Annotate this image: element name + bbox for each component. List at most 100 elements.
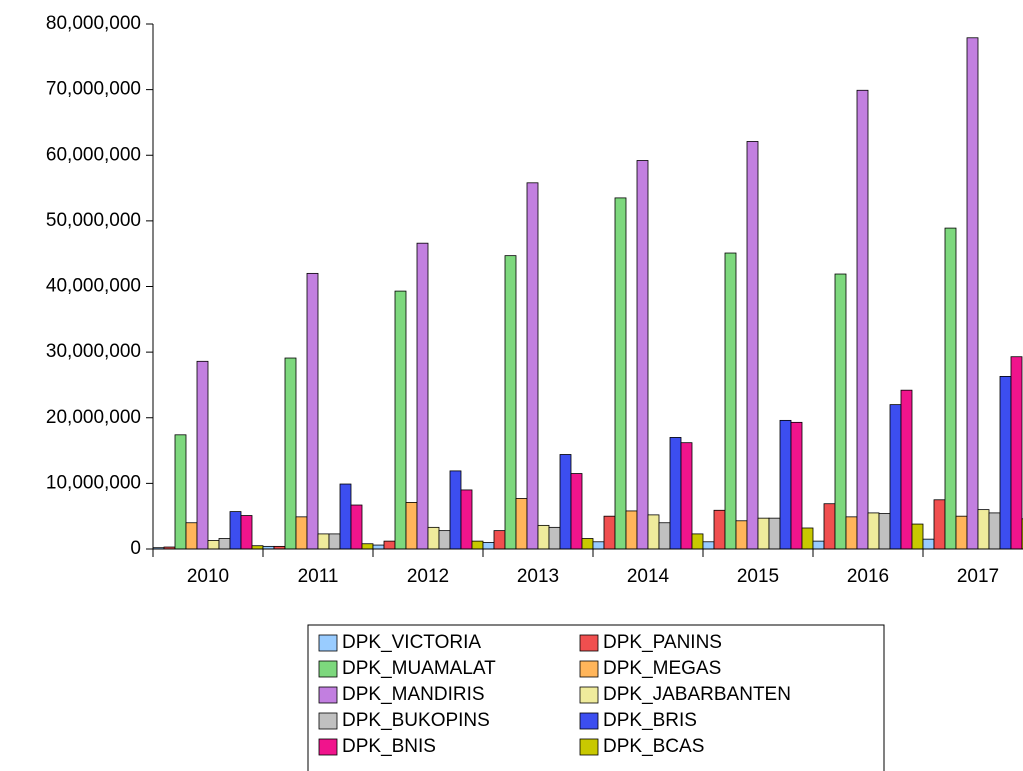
x-tick-label: 2014	[627, 566, 670, 587]
bar	[372, 544, 385, 550]
bar	[702, 541, 715, 550]
bar	[933, 499, 946, 550]
bar	[174, 434, 187, 550]
legend-label: DPK_BUKOPINS	[342, 710, 490, 731]
bar	[779, 419, 792, 550]
bar	[394, 290, 407, 550]
bar	[361, 543, 374, 550]
bar	[592, 541, 605, 550]
bar	[900, 389, 913, 550]
bar	[691, 533, 704, 550]
x-tick-label: 2013	[517, 566, 559, 587]
bar	[405, 502, 418, 550]
legend-label: DPK_BRIS	[603, 710, 697, 731]
bar	[438, 530, 451, 550]
bar	[196, 360, 209, 550]
bar	[790, 421, 803, 550]
bar	[350, 504, 363, 550]
bar	[724, 252, 737, 550]
y-tick-label: 60,000,000	[46, 144, 141, 165]
bar	[944, 227, 957, 550]
bar	[878, 513, 891, 550]
bar	[559, 454, 572, 550]
y-tick-label: 80,000,000	[46, 13, 141, 34]
bar	[493, 530, 506, 550]
bar	[658, 522, 671, 550]
bar	[834, 273, 847, 550]
bar	[427, 526, 440, 550]
bar	[317, 533, 330, 550]
bar	[955, 515, 968, 550]
legend-swatch	[579, 634, 599, 652]
bar	[328, 533, 341, 550]
bar	[416, 242, 429, 550]
bar	[207, 540, 220, 550]
bar	[669, 437, 682, 550]
bar	[218, 538, 231, 550]
legend-label: DPK_BNIS	[342, 736, 436, 757]
legend-swatch	[579, 738, 599, 756]
bar	[636, 160, 649, 550]
bar	[867, 512, 880, 550]
legend-swatch	[318, 738, 338, 756]
y-tick-label: 30,000,000	[46, 341, 141, 362]
bar	[977, 509, 990, 550]
bar	[647, 514, 660, 550]
bar	[922, 538, 935, 550]
y-tick-label: 0	[130, 538, 141, 559]
x-tick-label: 2015	[737, 566, 779, 587]
x-tick-label: 2011	[298, 566, 339, 587]
bar	[185, 522, 198, 550]
bar	[911, 523, 924, 550]
legend-swatch	[579, 686, 599, 704]
x-tick-label: 2016	[847, 566, 889, 587]
bar	[383, 540, 396, 550]
bar	[570, 473, 583, 550]
bar	[812, 540, 825, 550]
bar	[746, 141, 759, 550]
x-tick-label: 2010	[187, 566, 229, 587]
bar	[548, 526, 561, 550]
bar	[625, 510, 638, 550]
bar	[229, 511, 242, 550]
bar	[449, 470, 462, 550]
legend-swatch	[579, 660, 599, 678]
bar	[999, 376, 1012, 550]
y-tick-label: 40,000,000	[46, 276, 141, 297]
legend-swatch	[318, 634, 338, 652]
bar	[845, 516, 858, 550]
bar	[284, 357, 297, 550]
bar	[339, 483, 352, 550]
y-tick-label: 70,000,000	[46, 79, 141, 100]
bar	[823, 503, 836, 550]
bar	[515, 498, 528, 550]
legend-label: DPK_MEGAS	[603, 658, 721, 679]
bar	[988, 512, 1001, 550]
legend-label: DPK_BCAS	[603, 736, 704, 757]
y-tick-label: 20,000,000	[46, 407, 141, 428]
bar	[680, 442, 693, 550]
legend-label: DPK_VICTORIA	[342, 632, 481, 653]
bar	[526, 182, 539, 550]
legend-swatch	[579, 712, 599, 730]
bar	[856, 89, 869, 550]
bar	[306, 272, 319, 550]
bar	[735, 520, 748, 550]
legend-label: DPK_JABARBANTEN	[603, 684, 791, 705]
bar	[240, 515, 253, 550]
y-tick-label: 50,000,000	[46, 210, 141, 231]
bar	[713, 509, 726, 550]
bar	[482, 542, 495, 550]
bar	[603, 515, 616, 550]
x-tick-label: 2017	[957, 566, 999, 587]
bar	[966, 37, 979, 550]
bar	[768, 517, 781, 550]
legend-swatch	[318, 686, 338, 704]
bar	[581, 538, 594, 550]
legend-label: DPK_PANINS	[603, 632, 722, 653]
y-tick-label: 10,000,000	[46, 472, 141, 493]
bar	[801, 527, 814, 550]
bar	[471, 540, 484, 550]
bar	[757, 517, 770, 550]
